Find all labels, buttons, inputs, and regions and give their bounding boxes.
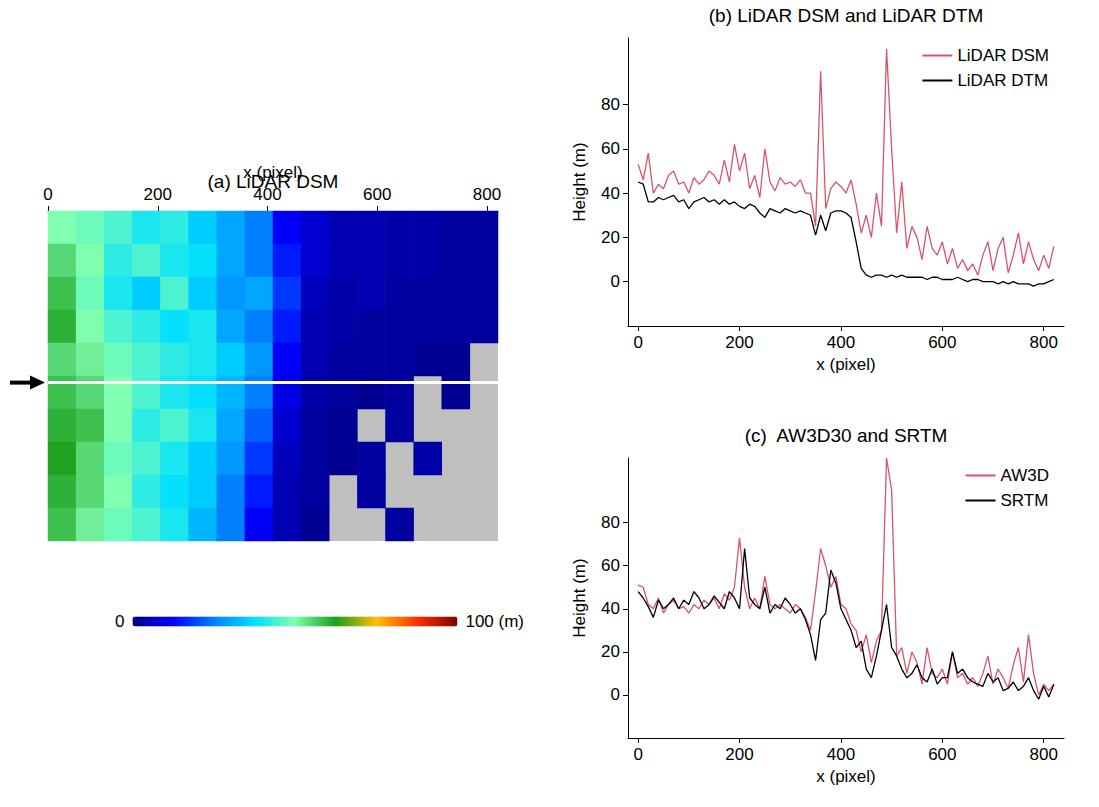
svg-text:800: 800 bbox=[1030, 745, 1058, 764]
svg-text:80: 80 bbox=[601, 513, 620, 532]
svg-text:600: 600 bbox=[928, 333, 956, 352]
svg-text:200: 200 bbox=[725, 333, 753, 352]
svg-text:80: 80 bbox=[601, 95, 620, 114]
svg-text:Height (m): Height (m) bbox=[570, 558, 589, 637]
svg-text:40: 40 bbox=[601, 184, 620, 203]
svg-text:800: 800 bbox=[1030, 333, 1058, 352]
svg-text:0: 0 bbox=[633, 745, 642, 764]
svg-text:200: 200 bbox=[725, 745, 753, 764]
svg-text:0: 0 bbox=[43, 185, 52, 204]
svg-text:60: 60 bbox=[601, 139, 620, 158]
svg-text:LiDAR DTM: LiDAR DTM bbox=[957, 71, 1048, 90]
svg-text:LiDAR DSM: LiDAR DSM bbox=[957, 46, 1049, 65]
svg-text:0: 0 bbox=[633, 333, 642, 352]
svg-text:0: 0 bbox=[115, 612, 124, 631]
svg-text:800: 800 bbox=[473, 185, 501, 204]
svg-text:60: 60 bbox=[601, 556, 620, 575]
svg-text:20: 20 bbox=[601, 642, 620, 661]
svg-text:400: 400 bbox=[827, 333, 855, 352]
svg-text:(b) LiDAR DSM and LiDAR DTM: (b) LiDAR DSM and LiDAR DTM bbox=[709, 5, 984, 26]
svg-text:400: 400 bbox=[253, 185, 282, 204]
svg-text:0: 0 bbox=[611, 685, 620, 704]
svg-text:0: 0 bbox=[611, 272, 620, 291]
svg-text:200: 200 bbox=[144, 185, 172, 204]
svg-text:100 (m): 100 (m) bbox=[465, 612, 524, 631]
svg-text:(a) LiDAR DSM: (a) LiDAR DSM bbox=[208, 171, 339, 192]
svg-text:600: 600 bbox=[928, 745, 956, 764]
svg-text:x (pixel): x (pixel) bbox=[816, 767, 876, 786]
svg-text:40: 40 bbox=[601, 599, 620, 618]
svg-text:(c) AW3D30 and SRTM: (c) AW3D30 and SRTM bbox=[745, 425, 948, 446]
svg-text:20: 20 bbox=[601, 228, 620, 247]
svg-text:400: 400 bbox=[827, 745, 855, 764]
svg-text:AW3D: AW3D bbox=[1001, 466, 1050, 485]
svg-text:600: 600 bbox=[363, 185, 391, 204]
svg-text:Height (m): Height (m) bbox=[570, 142, 589, 221]
svg-text:SRTM: SRTM bbox=[1001, 491, 1049, 510]
svg-text:x (pixel): x (pixel) bbox=[816, 355, 876, 374]
